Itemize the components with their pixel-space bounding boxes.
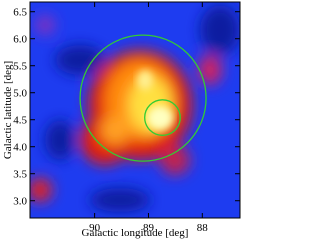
y-tick-label: 6.0 [13, 34, 27, 46]
region-circle [79, 34, 207, 162]
y-tick-label: 4.0 [13, 142, 27, 154]
x-tick-label: 88 [197, 222, 209, 234]
x-axis-label: Galactic longitude [deg] [82, 227, 189, 239]
y-tick-label: 3.5 [13, 169, 27, 181]
y-axis-label: Galactic latitude [deg] [2, 61, 14, 159]
chart: 90 89 88 3.0 3.5 4.0 4.5 5.0 5.5 6.0 6.5 Galactic … [2, 1, 241, 239]
region-circle [144, 99, 181, 136]
x-tick-label: 89 [143, 222, 155, 234]
overlay: 90 89 88 3.0 3.5 4.0 4.5 5.0 5.5 6.0 6.5 [13, 2, 240, 234]
intensity-map [30, 2, 240, 218]
plot-frame [29, 1, 241, 219]
y-tick-label: 5.0 [13, 88, 27, 100]
y-tick-label: 4.5 [13, 115, 27, 127]
y-tick-label: 5.5 [13, 61, 27, 73]
x-tick-label: 90 [89, 222, 101, 234]
y-tick-label: 3.0 [13, 196, 27, 208]
y-tick-label: 6.5 [13, 7, 27, 19]
